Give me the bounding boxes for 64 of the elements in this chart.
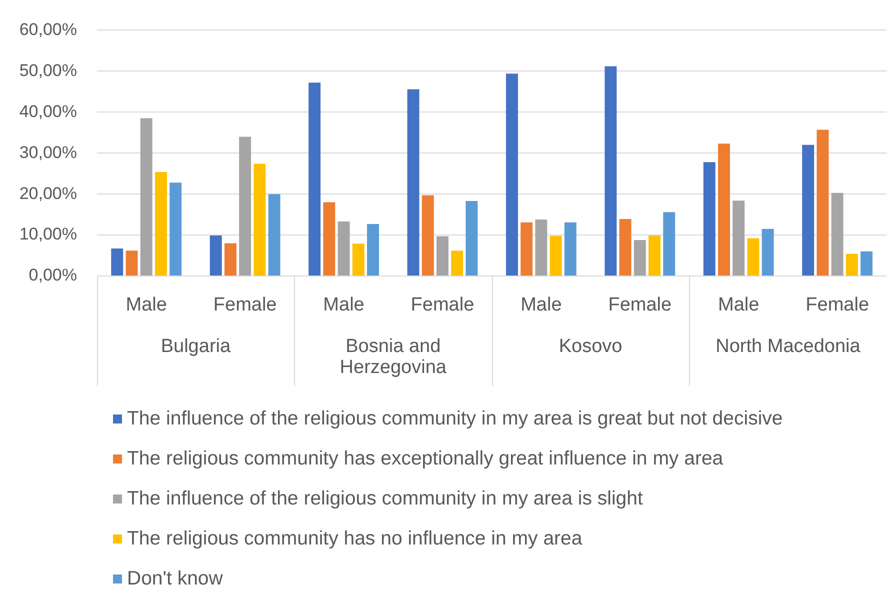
bar <box>210 235 222 276</box>
bar <box>550 236 562 276</box>
bar <box>846 254 858 276</box>
legend-label: The religious community has exceptionally great influence in my area <box>127 447 724 470</box>
bar <box>634 240 646 276</box>
legend-label: Don't know <box>127 567 224 590</box>
bar <box>732 200 745 276</box>
bar <box>802 144 814 276</box>
bar <box>239 136 252 276</box>
text: North Macedonia <box>716 336 861 358</box>
x-tick-label: Female <box>806 294 869 316</box>
y-tick-label: 60,00% <box>19 20 77 39</box>
bar <box>762 228 774 276</box>
y-tick-label: 0,00% <box>28 266 77 285</box>
bar <box>816 130 829 276</box>
x-tick-label: Male <box>520 294 562 316</box>
bar <box>126 250 138 276</box>
bar <box>604 66 617 276</box>
y-tick-label: 50,00% <box>19 60 77 80</box>
bar <box>268 194 280 276</box>
legend-label: The influence of the religious community in my area is great but not decisive <box>127 407 783 430</box>
bar <box>520 222 533 276</box>
bar <box>648 235 660 276</box>
bar <box>154 172 167 276</box>
x-tick-label: Female <box>410 294 474 316</box>
bar <box>367 224 379 276</box>
text: Kosovo <box>558 336 622 358</box>
bar <box>451 250 464 276</box>
y-tick-label: 40,00% <box>19 102 77 121</box>
bar <box>111 248 124 276</box>
bar <box>747 238 760 276</box>
bar <box>224 243 236 276</box>
bar <box>619 219 632 276</box>
y-tick-label: 20,00% <box>19 184 77 203</box>
bar <box>308 82 321 276</box>
bar <box>535 219 548 276</box>
bar <box>352 244 364 276</box>
bar <box>170 182 182 276</box>
bar <box>436 236 448 276</box>
bar <box>718 144 730 276</box>
x-tick-label: Male <box>126 294 167 316</box>
bar <box>140 118 152 276</box>
y-tick-label: 10,00% <box>19 224 77 244</box>
x-tick-label: Female <box>213 294 277 316</box>
legend-label: The influence of the religious community in my area is slight <box>127 487 644 510</box>
x-tick-label: Male <box>323 294 364 316</box>
bar <box>338 222 350 276</box>
bar <box>466 201 478 276</box>
bar <box>422 195 434 276</box>
bar <box>663 212 676 276</box>
bar <box>506 74 518 276</box>
bar <box>407 89 420 276</box>
x-tick-label: Male <box>718 294 760 316</box>
bar <box>564 222 576 276</box>
bar <box>254 164 266 276</box>
x-tick-label: Female <box>608 294 672 316</box>
legend-label: The religious community has no influence in my area <box>127 527 582 550</box>
text: Bulgaria <box>160 336 231 358</box>
y-tick-label: 30,00% <box>19 142 77 162</box>
text: Bosnia and Herzegovina <box>340 336 447 378</box>
bar <box>703 162 716 276</box>
bar <box>860 251 873 276</box>
bar <box>323 202 336 276</box>
bar <box>831 192 844 276</box>
